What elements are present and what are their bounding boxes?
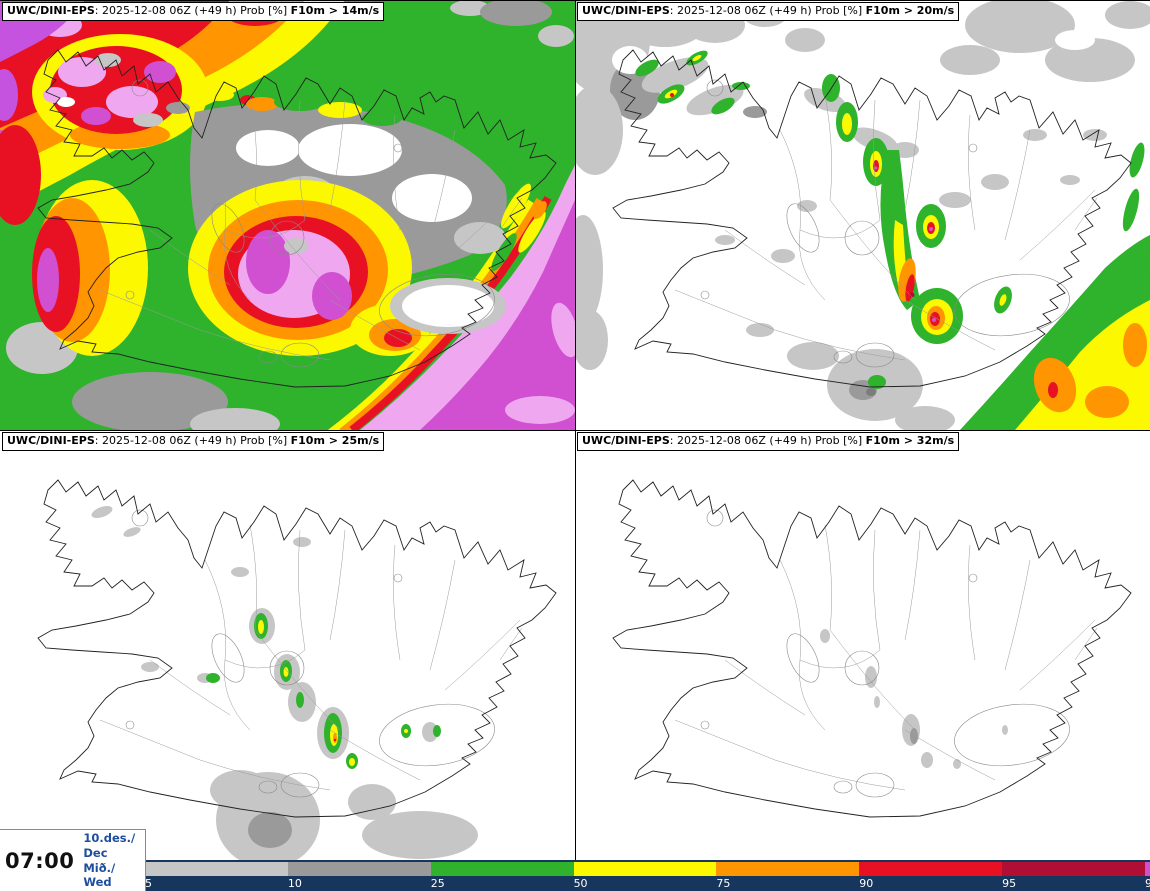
map-grid: UWC/DINI-EPS: 2025-12-08 06Z (+49 h) Pro… xyxy=(0,0,1150,860)
colorbar-tick-95: 95 xyxy=(1002,877,1017,890)
valid-time-box: 07:00 10.des./ Dec Mið./ Wed xyxy=(0,829,146,891)
model-label: UWC/DINI-EPS xyxy=(582,4,670,17)
threshold-label: F10m > 14m/s xyxy=(290,4,380,17)
legend-footer: 0510255075909599 xyxy=(0,860,1150,891)
threshold-label: F10m > 20m/s xyxy=(865,4,955,17)
colorbar-tick-5: 5 xyxy=(145,877,152,890)
colorbar-tick-90: 90 xyxy=(859,877,874,890)
scattered-gray xyxy=(715,129,1080,263)
colorbar-segment-25-50 xyxy=(430,862,574,876)
south-gray-patches xyxy=(746,323,955,430)
panel-f10m-gt-32ms: UWC/DINI-EPS: 2025-12-08 06Z (+49 h) Pro… xyxy=(575,430,1150,860)
colorbar-tick-75: 75 xyxy=(716,877,731,890)
colorbar-segment-50-75 xyxy=(573,862,717,876)
westfjords-spots xyxy=(635,50,767,118)
run-info: : 2025-12-08 06Z (+49 h) Prob [%] xyxy=(94,434,291,447)
iceland-prob-map-20ms xyxy=(575,0,1150,430)
colorbar-tick-50: 50 xyxy=(573,877,588,890)
panel-f10m-gt-25ms: UWC/DINI-EPS: 2025-12-08 06Z (+49 h) Pro… xyxy=(0,430,575,860)
colorbar-tick-25: 25 xyxy=(430,877,445,890)
iceland-prob-map-25ms xyxy=(0,430,575,860)
panel-title-25ms: UWC/DINI-EPS: 2025-12-08 06Z (+49 h) Pro… xyxy=(2,432,385,451)
valid-date-block: 10.des./ Dec Mið./ Wed xyxy=(83,831,145,891)
westfjords-field xyxy=(32,34,208,150)
east-center-spot xyxy=(916,192,971,248)
run-info: : 2025-12-08 06Z (+49 h) Prob [%] xyxy=(94,4,291,17)
panel-f10m-gt-14ms: UWC/DINI-EPS: 2025-12-08 06Z (+49 h) Pro… xyxy=(0,0,575,430)
colorbar-segment-99-100 xyxy=(1144,862,1150,876)
model-label: UWC/DINI-EPS xyxy=(7,4,95,17)
threshold-label: F10m > 25m/s xyxy=(290,434,380,447)
run-info: : 2025-12-08 06Z (+49 h) Prob [%] xyxy=(669,434,866,447)
colorbar-segment-10-25 xyxy=(287,862,431,876)
valid-date: 10.des./ Dec xyxy=(83,830,136,860)
ocean-field-ne xyxy=(450,0,574,47)
ocean-field-sw xyxy=(6,322,280,430)
se-ocean-field xyxy=(960,142,1150,430)
panel-title-20ms: UWC/DINI-EPS: 2025-12-08 06Z (+49 h) Pro… xyxy=(577,2,960,21)
colorbar-tick-99: 99 xyxy=(1144,877,1150,890)
colorbar-segment-75-90 xyxy=(716,862,860,876)
iceland-prob-map-14ms xyxy=(0,0,575,430)
green-spots xyxy=(206,613,441,769)
panel-divider-horizontal xyxy=(0,430,1150,431)
colorbar-segment-5-10 xyxy=(145,862,288,876)
panel-title-14ms: UWC/DINI-EPS: 2025-12-08 06Z (+49 h) Pro… xyxy=(2,2,385,21)
colorbar-tick-10: 10 xyxy=(287,877,302,890)
valid-time: 07:00 xyxy=(5,848,75,873)
gray-spots xyxy=(820,629,1008,769)
panel-title-32ms: UWC/DINI-EPS: 2025-12-08 06Z (+49 h) Pro… xyxy=(577,432,960,451)
south-center-core xyxy=(188,180,506,356)
colorbar-segment-95-99 xyxy=(1002,862,1145,876)
center-band xyxy=(880,150,920,310)
colorbar-segments xyxy=(145,862,1150,876)
west-coast-bands xyxy=(32,180,148,356)
iceland-prob-map-32ms xyxy=(575,430,1150,860)
model-label: UWC/DINI-EPS xyxy=(582,434,670,447)
panel-f10m-gt-20ms: UWC/DINI-EPS: 2025-12-08 06Z (+49 h) Pro… xyxy=(575,0,1150,430)
colorbar-segment-90-95 xyxy=(859,862,1003,876)
valid-weekday: Mið./ Wed xyxy=(83,860,116,890)
model-label: UWC/DINI-EPS xyxy=(7,434,95,447)
threshold-label: F10m > 32m/s xyxy=(865,434,955,447)
se-land-core xyxy=(911,286,1012,344)
run-info: : 2025-12-08 06Z (+49 h) Prob [%] xyxy=(669,4,866,17)
